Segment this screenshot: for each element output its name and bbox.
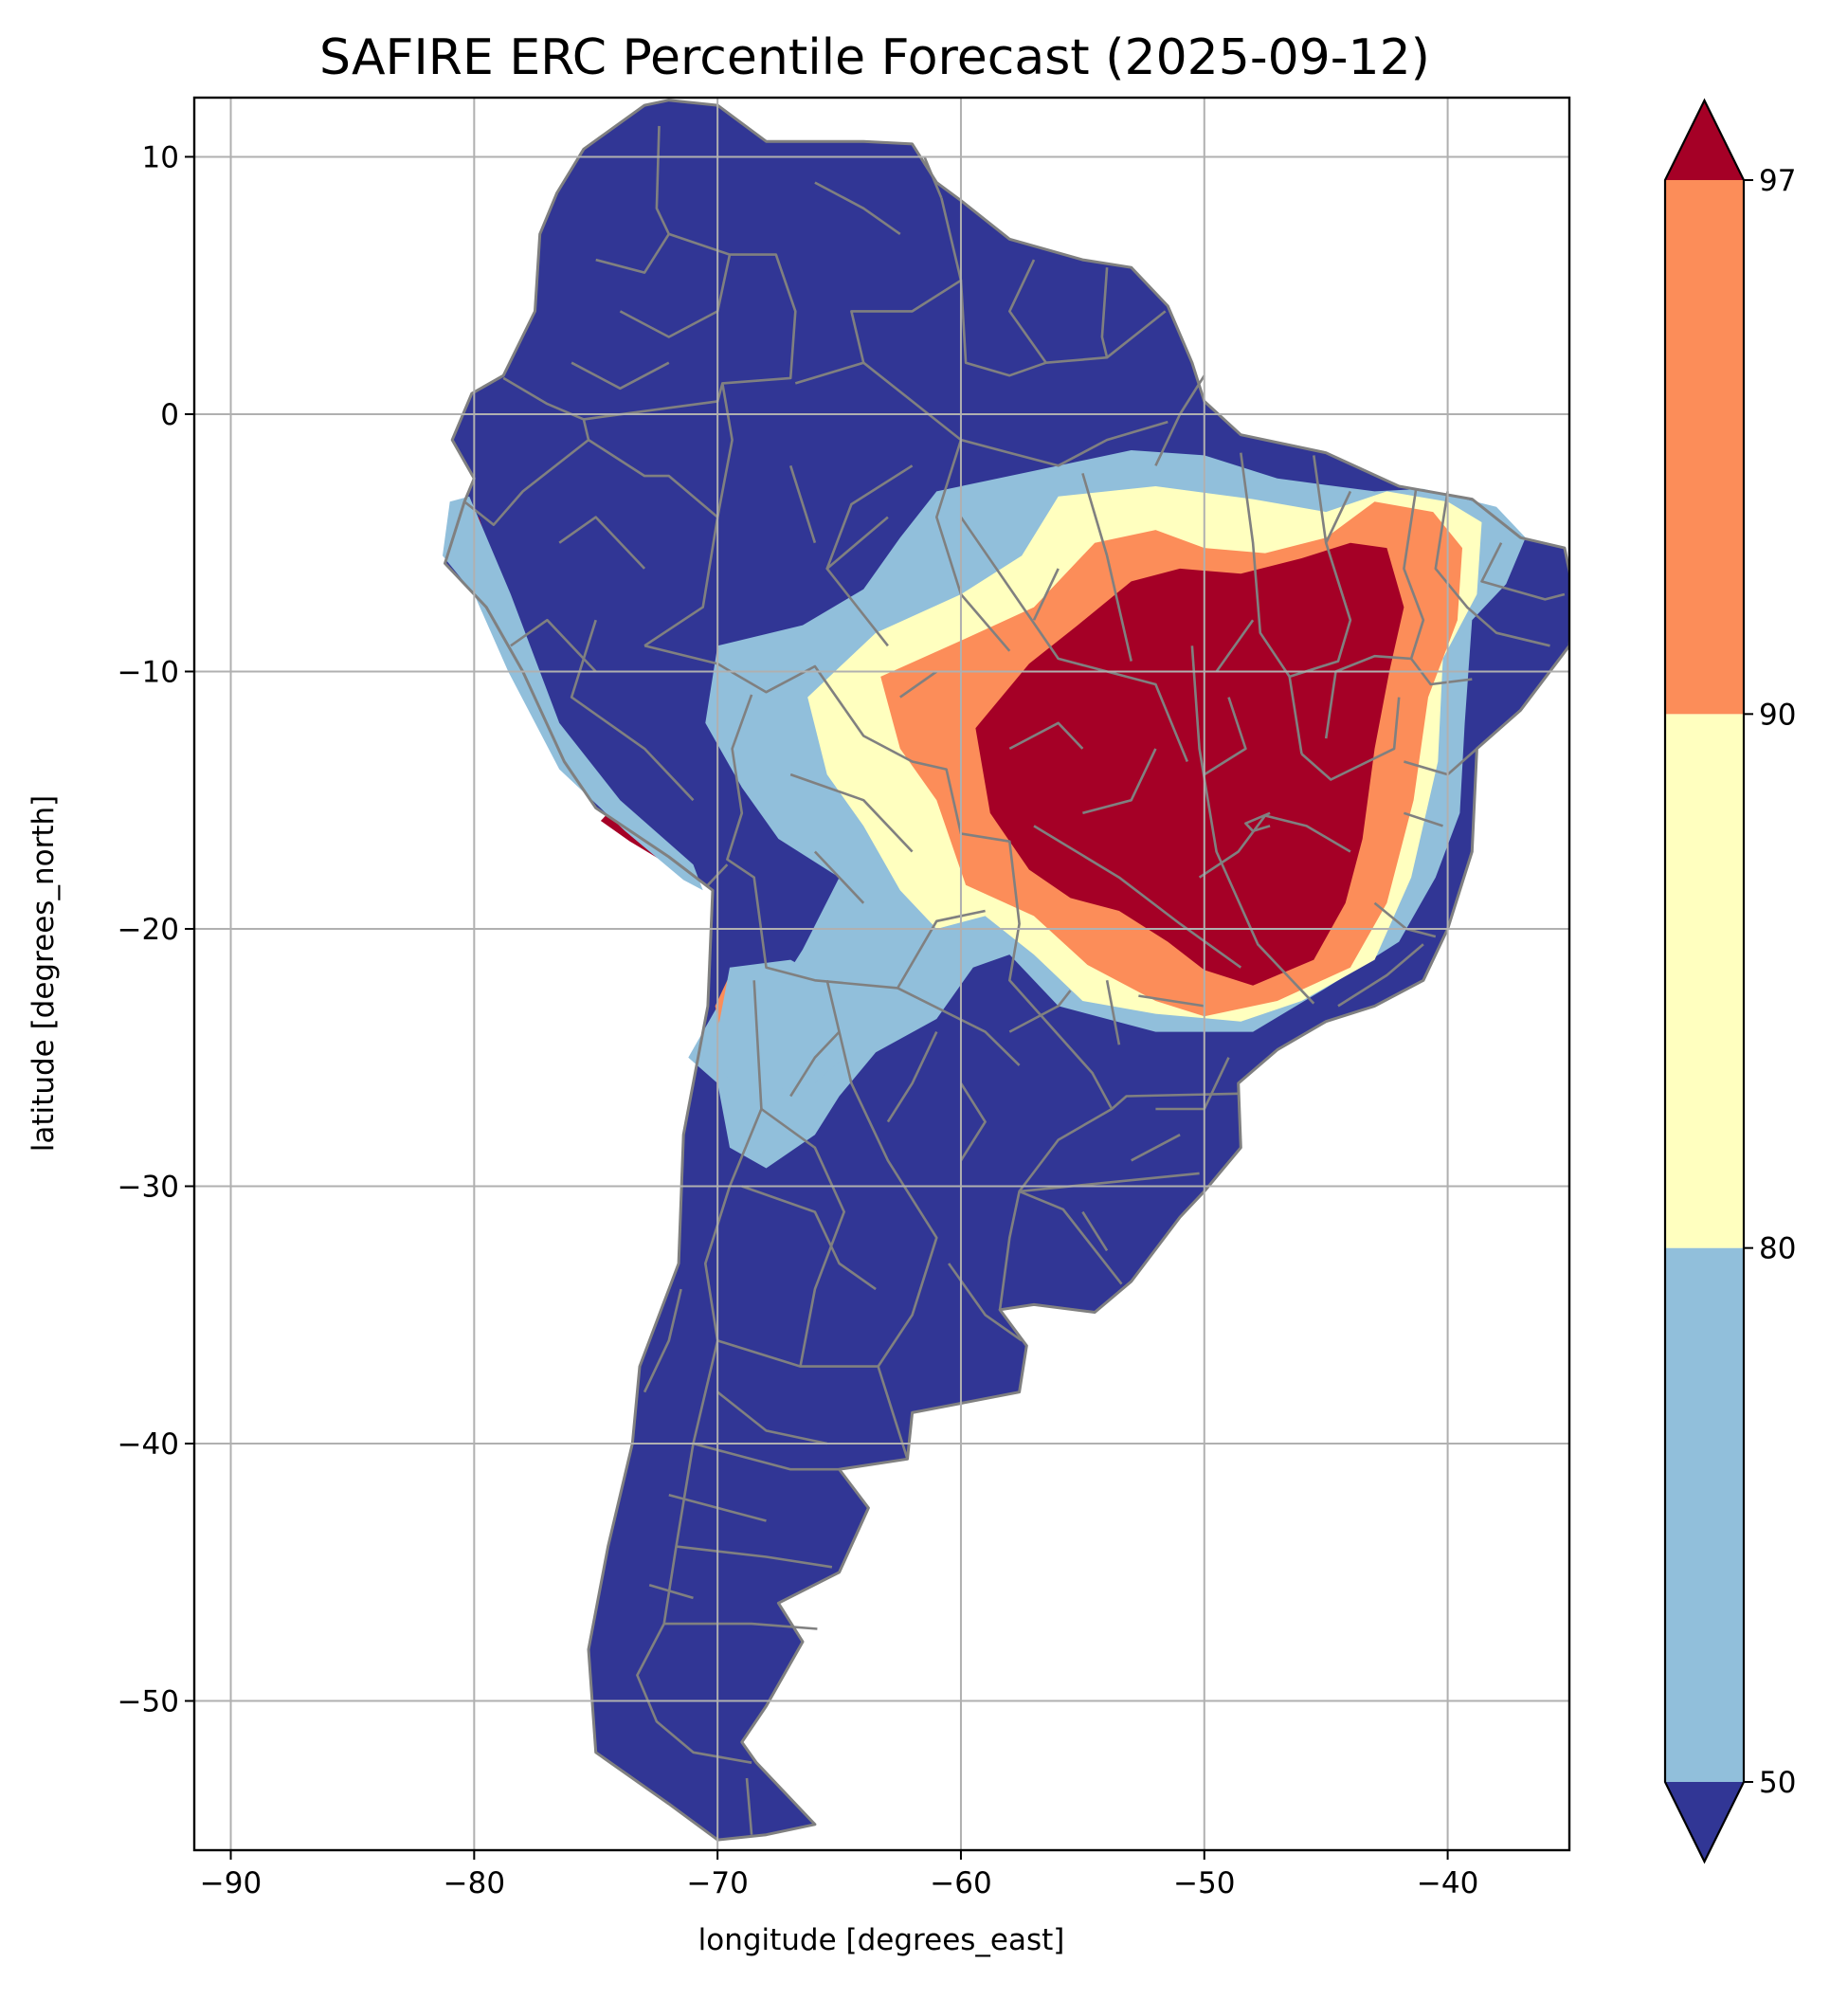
border-line — [1288, 455, 1352, 754]
colorbar-tick-label: 97 — [1759, 164, 1796, 198]
y-tick-label: 0 — [160, 398, 179, 432]
region-below-50-0 — [444, 100, 1569, 1841]
border-line — [693, 1442, 840, 1471]
colorbar-legend: 50 80 90 97 — [1663, 98, 1796, 1864]
border-line — [1480, 542, 1566, 601]
colorbar-band — [1665, 1247, 1744, 1782]
border-line — [1111, 1092, 1239, 1110]
border-line — [789, 1030, 841, 1098]
border-line — [788, 464, 817, 544]
border-line — [716, 1390, 827, 1445]
border-line — [1204, 697, 1247, 776]
border-line — [1131, 1134, 1181, 1162]
y-tick-label: −10 — [118, 655, 179, 689]
border-line — [1244, 811, 1271, 833]
border-line — [813, 850, 865, 904]
border-line — [825, 980, 938, 1368]
colorbar-over-arrow — [1665, 100, 1744, 180]
colorbar-under-arrow — [1665, 1782, 1744, 1862]
colorbar-tick-label: 80 — [1759, 1232, 1796, 1266]
border-line — [789, 772, 914, 853]
border-line — [1434, 491, 1550, 647]
border-line — [1033, 825, 1242, 969]
border-line — [825, 464, 914, 570]
y-axis: 10 0 −10 −20 −30 −40 −50 — [118, 140, 194, 1719]
chart-title: SAFIRE ERC Percentile Forecast (2025-09-… — [319, 29, 1430, 86]
colorbar-tick-label: 50 — [1759, 1766, 1796, 1800]
border-line — [899, 670, 938, 699]
x-tick-label: −50 — [1173, 1866, 1235, 1900]
border-line — [619, 254, 732, 338]
border-line — [1008, 259, 1047, 364]
border-line — [886, 1031, 938, 1123]
y-tick-label: −40 — [118, 1427, 179, 1462]
border-line — [923, 155, 943, 199]
x-tick-label: −90 — [200, 1866, 262, 1900]
border-line — [1138, 994, 1205, 1008]
border-line — [676, 1545, 833, 1569]
border-line — [1032, 568, 1060, 621]
x-tick-label: −40 — [1417, 1866, 1478, 1900]
border-line — [510, 618, 597, 673]
border-line — [760, 1107, 846, 1367]
plot-frame — [192, 96, 1571, 1852]
border-line — [1337, 943, 1424, 1008]
border-line — [1215, 619, 1255, 673]
colorbar-band — [1665, 714, 1744, 1248]
border-line — [1008, 721, 1084, 751]
border-line — [862, 361, 1169, 467]
x-axis-label: longitude [degrees_east] — [698, 1923, 1065, 1957]
border-line — [934, 439, 1011, 652]
y-tick-label: −20 — [118, 913, 179, 947]
y-axis-label: latitude [degrees_north] — [27, 795, 61, 1152]
map-plot-area — [194, 98, 1569, 1850]
border-line — [741, 1185, 877, 1291]
border-line — [648, 1584, 694, 1600]
border-line — [655, 125, 797, 518]
border-line — [643, 1288, 682, 1393]
region-50-80-10 — [443, 496, 703, 891]
border-line — [588, 439, 719, 647]
border-line — [1008, 990, 1072, 1033]
border-line — [571, 361, 670, 391]
border-line — [1325, 490, 1352, 544]
border-line — [959, 280, 1167, 377]
border-line — [1082, 748, 1157, 815]
border-line — [716, 1339, 909, 1460]
x-tick-label: −80 — [444, 1866, 505, 1900]
border-line — [1081, 1210, 1109, 1252]
y-tick-label: 10 — [142, 140, 179, 174]
border-line — [1081, 473, 1132, 662]
y-tick-label: −50 — [118, 1685, 179, 1719]
border-line — [814, 181, 901, 235]
border-line — [1403, 811, 1443, 827]
x-tick-label: −60 — [930, 1866, 991, 1900]
border-line — [1105, 980, 1121, 1045]
border-line — [663, 1622, 818, 1630]
border-line — [726, 694, 986, 990]
colorbar-band — [1665, 180, 1744, 715]
border-line — [636, 980, 763, 1764]
border-line — [1100, 267, 1109, 358]
region-above-97-4 — [975, 542, 1404, 986]
x-tick-label: −70 — [686, 1866, 748, 1900]
border-line — [1019, 1172, 1200, 1193]
x-axis: −90 −80 −70 −60 −50 −40 — [200, 1850, 1478, 1900]
border-line — [1190, 645, 1315, 1005]
border-line — [959, 1082, 987, 1161]
border-line — [1300, 697, 1401, 781]
border-line — [897, 987, 1021, 1066]
border-line — [558, 516, 646, 570]
border-line — [794, 197, 963, 385]
border-line — [745, 1777, 753, 1835]
colorbar-tick-label: 90 — [1759, 698, 1796, 732]
y-tick-label: −30 — [118, 1170, 179, 1204]
border-line — [595, 233, 670, 274]
border-line — [1410, 658, 1473, 686]
border-line — [1240, 452, 1291, 678]
